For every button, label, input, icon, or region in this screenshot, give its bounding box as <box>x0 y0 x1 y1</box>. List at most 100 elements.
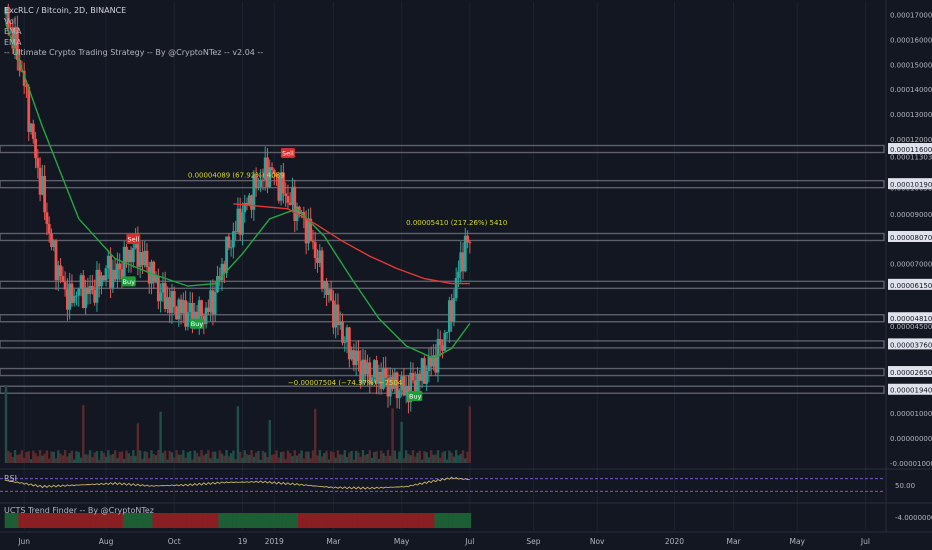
price-level-tag <box>888 178 932 190</box>
volume-bar <box>238 451 242 463</box>
time-tick-label: May <box>789 537 805 546</box>
candle-body <box>241 212 244 235</box>
trend-bar <box>266 513 269 528</box>
trend-bar <box>268 513 272 528</box>
trend-bar <box>457 513 460 528</box>
volume-bar <box>4 385 8 463</box>
trend-bar <box>163 513 167 528</box>
price-axis[interactable]: 0.00017000 0.00016000 0.00015000 0.00014000… <box>885 0 932 532</box>
candle-body <box>191 302 194 323</box>
volume-bar <box>393 450 396 463</box>
trend-bar <box>31 513 35 528</box>
candle-body <box>63 282 67 290</box>
candle-body <box>143 250 147 266</box>
price-tick-label: 0.00002650 <box>890 369 932 377</box>
trend-bar <box>354 513 358 528</box>
trend-bar <box>54 513 58 528</box>
candle-body <box>254 174 258 189</box>
candle-body <box>413 380 417 392</box>
trend-bar <box>452 513 456 528</box>
volume-bar <box>7 450 10 463</box>
candle-body <box>127 249 131 263</box>
volume-bar <box>195 452 199 463</box>
volume-bar <box>9 452 12 463</box>
trend-bar <box>20 513 24 528</box>
trend-bar <box>286 513 290 528</box>
volume-bar <box>136 423 140 463</box>
trend-bar <box>411 513 415 528</box>
volume-bar <box>52 451 55 463</box>
volume-bar <box>13 450 17 463</box>
volume-bar <box>75 451 78 463</box>
candle-body <box>266 157 269 188</box>
candle-body <box>393 372 397 389</box>
trend-bar <box>188 513 192 528</box>
time-axis[interactable]: Jun Aug Oct 19 2019 Mar May Jul Sep Nov 2020 Mar May… <box>0 531 932 546</box>
volume-bar <box>34 453 37 463</box>
trend-bar <box>66 513 69 528</box>
candle-body <box>106 255 110 269</box>
trend-bar <box>168 513 172 528</box>
trend-bar <box>441 513 444 528</box>
trend-bar <box>252 513 256 528</box>
volume-bar <box>111 454 115 463</box>
volume-bar <box>73 459 76 463</box>
trend-bar <box>227 513 231 528</box>
trend-bar <box>220 513 224 528</box>
volume-bar <box>450 452 453 463</box>
level-band <box>0 232 885 242</box>
time-tick-label: Aug <box>99 537 114 546</box>
time-tick-label: Mar <box>727 537 742 546</box>
volume-bar <box>400 421 403 463</box>
candle-body <box>352 350 356 366</box>
volume-bar <box>277 457 281 463</box>
volume-bar <box>66 456 69 463</box>
volume-bar <box>143 451 146 463</box>
trend-bar <box>386 513 390 528</box>
trend-bar <box>91 513 94 528</box>
trend-bar <box>425 513 428 528</box>
candle-body <box>341 321 344 343</box>
volume-bar <box>289 453 292 463</box>
trend-finder-pane: -4.00000000 <box>0 502 932 528</box>
volume-bar <box>168 451 171 463</box>
candle-body <box>250 195 253 210</box>
candle-body <box>277 176 281 201</box>
trend-bar <box>350 513 353 528</box>
price-tick-label: 0.00010050 <box>890 185 932 193</box>
trend-bar <box>138 513 142 528</box>
trend-bar <box>257 513 260 528</box>
volume-bar <box>204 453 208 463</box>
candles[interactable] <box>4 3 472 414</box>
trend-bar <box>222 513 226 528</box>
volume-bar <box>327 459 331 463</box>
trend-bar <box>413 513 417 528</box>
measure-label: −0.00007504 (−74.37%) −7504 <box>288 379 403 387</box>
candle-body <box>88 286 92 294</box>
volume-bar <box>389 455 392 463</box>
trend-bar <box>177 513 181 528</box>
volume-bar <box>364 455 367 463</box>
volume-bar <box>454 450 458 463</box>
candle-body <box>459 252 463 272</box>
volume-bar <box>77 452 80 463</box>
trend-bar <box>304 513 308 528</box>
trend-bar <box>27 513 31 528</box>
volume-bar <box>286 450 290 463</box>
trend-bar <box>116 513 119 528</box>
trend-bar <box>373 513 376 528</box>
trend-bar <box>191 513 194 528</box>
volume-bar <box>148 458 151 463</box>
candle-body <box>388 376 392 397</box>
trend-bar <box>418 513 422 528</box>
volume-bar <box>375 451 378 463</box>
candle-body <box>334 304 338 328</box>
candle-body <box>152 261 156 283</box>
volume-bar <box>157 450 160 463</box>
chart-grid <box>23 2 866 530</box>
volume-bar <box>202 455 206 463</box>
trend-bar <box>129 513 133 528</box>
volume-bar <box>359 456 362 463</box>
volume-bar <box>366 454 369 463</box>
